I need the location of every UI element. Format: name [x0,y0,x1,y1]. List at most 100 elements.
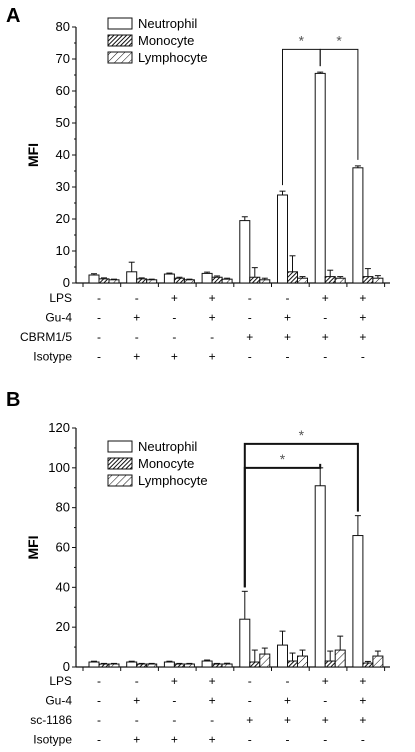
condition-cell: - [135,330,139,344]
bar-monocyte [362,276,374,284]
bar-neutrophil [201,272,213,284]
legend-label: Neutrophil [138,16,197,31]
condition-cell: - [361,733,365,747]
bar-lymphocyte [108,279,120,284]
bar-lymphocyte [146,279,158,284]
bar-monocyte [211,276,223,284]
bar-lymphocyte [372,277,384,284]
condition-cell: - [97,350,101,364]
bar-neutrophil [88,274,100,284]
bar-monocyte [136,663,148,668]
condition-cell: + [322,713,329,727]
bar-lymphocyte [183,663,195,668]
condition-label: LPS [49,291,72,305]
bar-neutrophil [163,661,175,668]
y-axis-label: MFI [25,535,41,559]
y-tick-label: 0 [63,275,70,290]
significance-bracket [319,48,359,160]
condition-cell: - [97,733,101,747]
y-tick-label: 80 [56,500,70,515]
bar-lymphocyte [334,649,346,668]
bar-lymphocyte [221,663,233,668]
legend-label: Monocyte [138,33,194,48]
legend-swatch-neutrophil [107,440,133,453]
condition-cell: - [172,694,176,708]
bar-lymphocyte [259,653,271,668]
y-tick-label: 20 [56,619,70,634]
condition-cell: + [171,733,178,747]
y-tick-label: 50 [56,115,70,130]
condition-cell: - [248,694,252,708]
y-tick-label: 100 [48,460,70,475]
condition-cell: - [323,311,327,325]
condition-cell: - [286,674,290,688]
condition-cell: - [248,674,252,688]
bar-lymphocyte [334,277,346,284]
significance-label: * [336,32,342,48]
condition-cell: - [323,694,327,708]
condition-cell: + [284,694,291,708]
condition-label: Gu-4 [45,311,72,325]
bar-monocyte [324,660,336,668]
bar-lymphocyte [372,655,384,668]
legend-swatch-lymphocyte [107,51,133,64]
significance-bracket [243,463,322,588]
bar-neutrophil [126,271,138,284]
condition-cell: - [97,694,101,708]
bar-neutrophil [277,644,288,668]
legend-swatch-lymphocyte [107,474,133,487]
y-tick-label: 10 [56,243,70,258]
condition-cell: + [359,311,366,325]
y-tick-label: 60 [56,540,70,555]
condition-cell: + [284,311,291,325]
condition-cell: - [286,291,290,305]
condition-cell: + [359,291,366,305]
condition-cell: + [284,713,291,727]
condition-cell: + [322,674,329,688]
bar-monocyte [362,662,374,668]
condition-cell: + [322,330,329,344]
condition-cell: + [284,330,291,344]
condition-cell: + [171,674,178,688]
condition-cell: - [97,713,101,727]
bar-neutrophil [201,660,213,668]
condition-cell: + [209,350,216,364]
panel-letter: A [6,5,20,27]
condition-cell: - [361,350,365,364]
condition-cell: - [97,330,101,344]
y-tick-label: 40 [56,579,70,594]
condition-label: Isotype [33,350,72,364]
condition-cell: + [209,694,216,708]
condition-cell: + [209,291,216,305]
condition-cell: - [135,713,139,727]
condition-cell: - [286,733,290,747]
y-tick-label: 70 [56,51,70,66]
condition-cell: + [359,674,366,688]
significance-label: * [299,32,305,48]
y-tick-label: 40 [56,147,70,162]
significance-bracket [243,442,359,588]
bar-neutrophil [314,485,326,668]
condition-cell: - [135,674,139,688]
condition-cell: + [322,291,329,305]
condition-cell: + [209,674,216,688]
bar-monocyte [211,663,223,668]
significance-label: * [299,427,305,443]
condition-label: sc-1186 [30,713,72,727]
bar-neutrophil [239,220,251,284]
legend-swatch-monocyte [107,34,133,47]
condition-label: Isotype [33,733,72,747]
bar-neutrophil [239,618,251,668]
bar-neutrophil [352,535,364,668]
bar-lymphocyte [108,663,120,668]
condition-cell: + [359,694,366,708]
condition-cell: + [359,330,366,344]
legend-label: Lymphocyte [138,473,208,488]
condition-cell: + [133,733,140,747]
bar-lymphocyte [297,277,308,284]
condition-cell: + [209,733,216,747]
condition-cell: - [248,291,252,305]
condition-cell: - [248,350,252,364]
condition-cell: - [97,291,101,305]
